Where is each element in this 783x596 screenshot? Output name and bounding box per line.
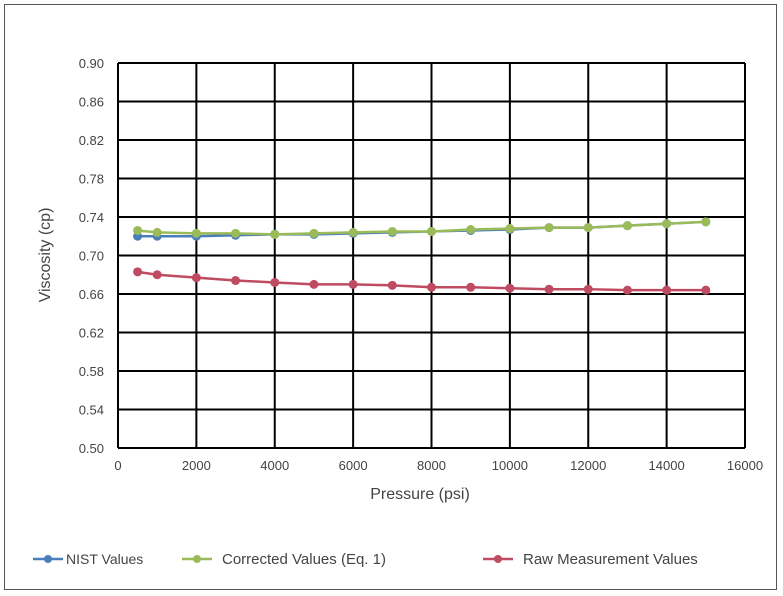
- data-point: [152, 227, 162, 237]
- x-axis-label: Pressure (psi): [370, 486, 470, 503]
- x-tick-label: 12000: [570, 458, 606, 473]
- chart-frame: [4, 4, 777, 590]
- data-point: [231, 276, 241, 286]
- data-point: [309, 279, 319, 289]
- data-point: [622, 221, 632, 231]
- legend-swatch-marker: [193, 555, 201, 563]
- data-point: [133, 225, 143, 235]
- data-point: [191, 273, 201, 283]
- x-tick-label: 2000: [182, 458, 211, 473]
- data-point: [231, 228, 241, 238]
- x-tick-label: 4000: [260, 458, 289, 473]
- data-point: [701, 217, 711, 227]
- x-tick-label: 14000: [649, 458, 685, 473]
- data-point: [583, 223, 593, 233]
- y-tick-label: 0.70: [79, 249, 104, 264]
- y-tick-label: 0.62: [79, 326, 104, 341]
- data-point: [662, 219, 672, 229]
- data-point: [387, 226, 397, 236]
- y-tick-label: 0.58: [79, 364, 104, 379]
- data-point: [309, 228, 319, 238]
- data-point: [348, 279, 358, 289]
- y-tick-label: 0.90: [79, 56, 104, 71]
- data-point: [662, 285, 672, 295]
- data-point: [427, 282, 436, 292]
- y-axis-label: Viscosity (cp): [37, 208, 54, 303]
- x-tick-label: 16000: [727, 458, 763, 473]
- data-point: [387, 280, 397, 290]
- data-point: [701, 285, 711, 295]
- legend-swatch-marker: [44, 555, 52, 563]
- data-point: [466, 225, 476, 235]
- data-point: [133, 267, 143, 277]
- y-tick-label: 0.54: [79, 403, 104, 418]
- y-tick-label: 0.50: [79, 441, 104, 456]
- y-tick-label: 0.74: [79, 210, 104, 225]
- data-point: [152, 270, 162, 280]
- y-tick-label: 0.66: [79, 287, 104, 302]
- y-tick-label: 0.82: [79, 133, 104, 148]
- y-tick-label: 0.78: [79, 172, 104, 187]
- x-tick-label: 0: [114, 458, 121, 473]
- series-line: [137, 270, 706, 292]
- y-tick-label: 0.86: [79, 95, 104, 110]
- legend-label: Corrected Values (Eq. 1): [222, 551, 386, 568]
- data-point: [427, 226, 436, 236]
- data-point: [544, 284, 554, 294]
- data-point: [583, 284, 593, 294]
- data-point: [505, 224, 515, 234]
- data-point: [270, 229, 280, 239]
- series-line: [137, 220, 706, 236]
- data-point: [622, 285, 632, 295]
- x-tick-label: 8000: [417, 458, 446, 473]
- x-tick-label: 6000: [339, 458, 368, 473]
- data-point: [348, 227, 358, 237]
- legend-label: Raw Measurement Values: [523, 551, 698, 568]
- x-tick-label: 10000: [492, 458, 528, 473]
- data-point: [544, 223, 554, 233]
- data-point: [505, 283, 515, 293]
- data-point: [270, 277, 280, 287]
- legend-label: NIST Values: [66, 551, 143, 567]
- data-point: [191, 228, 201, 238]
- legend-swatch-marker: [494, 555, 502, 563]
- data-point: [466, 282, 476, 292]
